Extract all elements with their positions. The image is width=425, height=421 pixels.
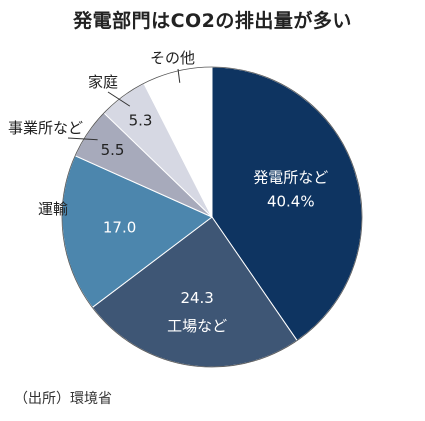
slice-label-5: その他 xyxy=(150,49,195,67)
pie-slices xyxy=(61,66,363,368)
leader-lines xyxy=(67,68,181,141)
pie-outline xyxy=(61,66,363,368)
slice-value-2: 17.0 xyxy=(103,218,136,236)
slice-label-3: 事業所など xyxy=(8,119,83,137)
slice-value-4: 5.3 xyxy=(129,112,153,130)
slice-label-0: 発電所など xyxy=(253,168,328,186)
slice-label-4: 家庭 xyxy=(88,73,118,91)
slice-label-1: 工場など xyxy=(167,317,227,335)
slice-value-0: 40.4% xyxy=(267,192,315,210)
leader-line-5 xyxy=(177,68,181,83)
slice-label-2: 運輸 xyxy=(38,200,68,218)
source-note: （出所）環境省 xyxy=(14,391,112,407)
pie-labels: 発電所など 40.4% 工場など 24.3 運輸 17.0 事業所など 5.5 家庭 5.3 その他 xyxy=(8,49,328,335)
leader-line-4 xyxy=(107,91,131,107)
leader-line-3 xyxy=(67,137,98,141)
slice-value-1: 24.3 xyxy=(180,289,213,307)
chart-title: 発電部門はCO2の排出量が多い xyxy=(73,10,352,32)
slice-value-3: 5.5 xyxy=(101,141,125,159)
